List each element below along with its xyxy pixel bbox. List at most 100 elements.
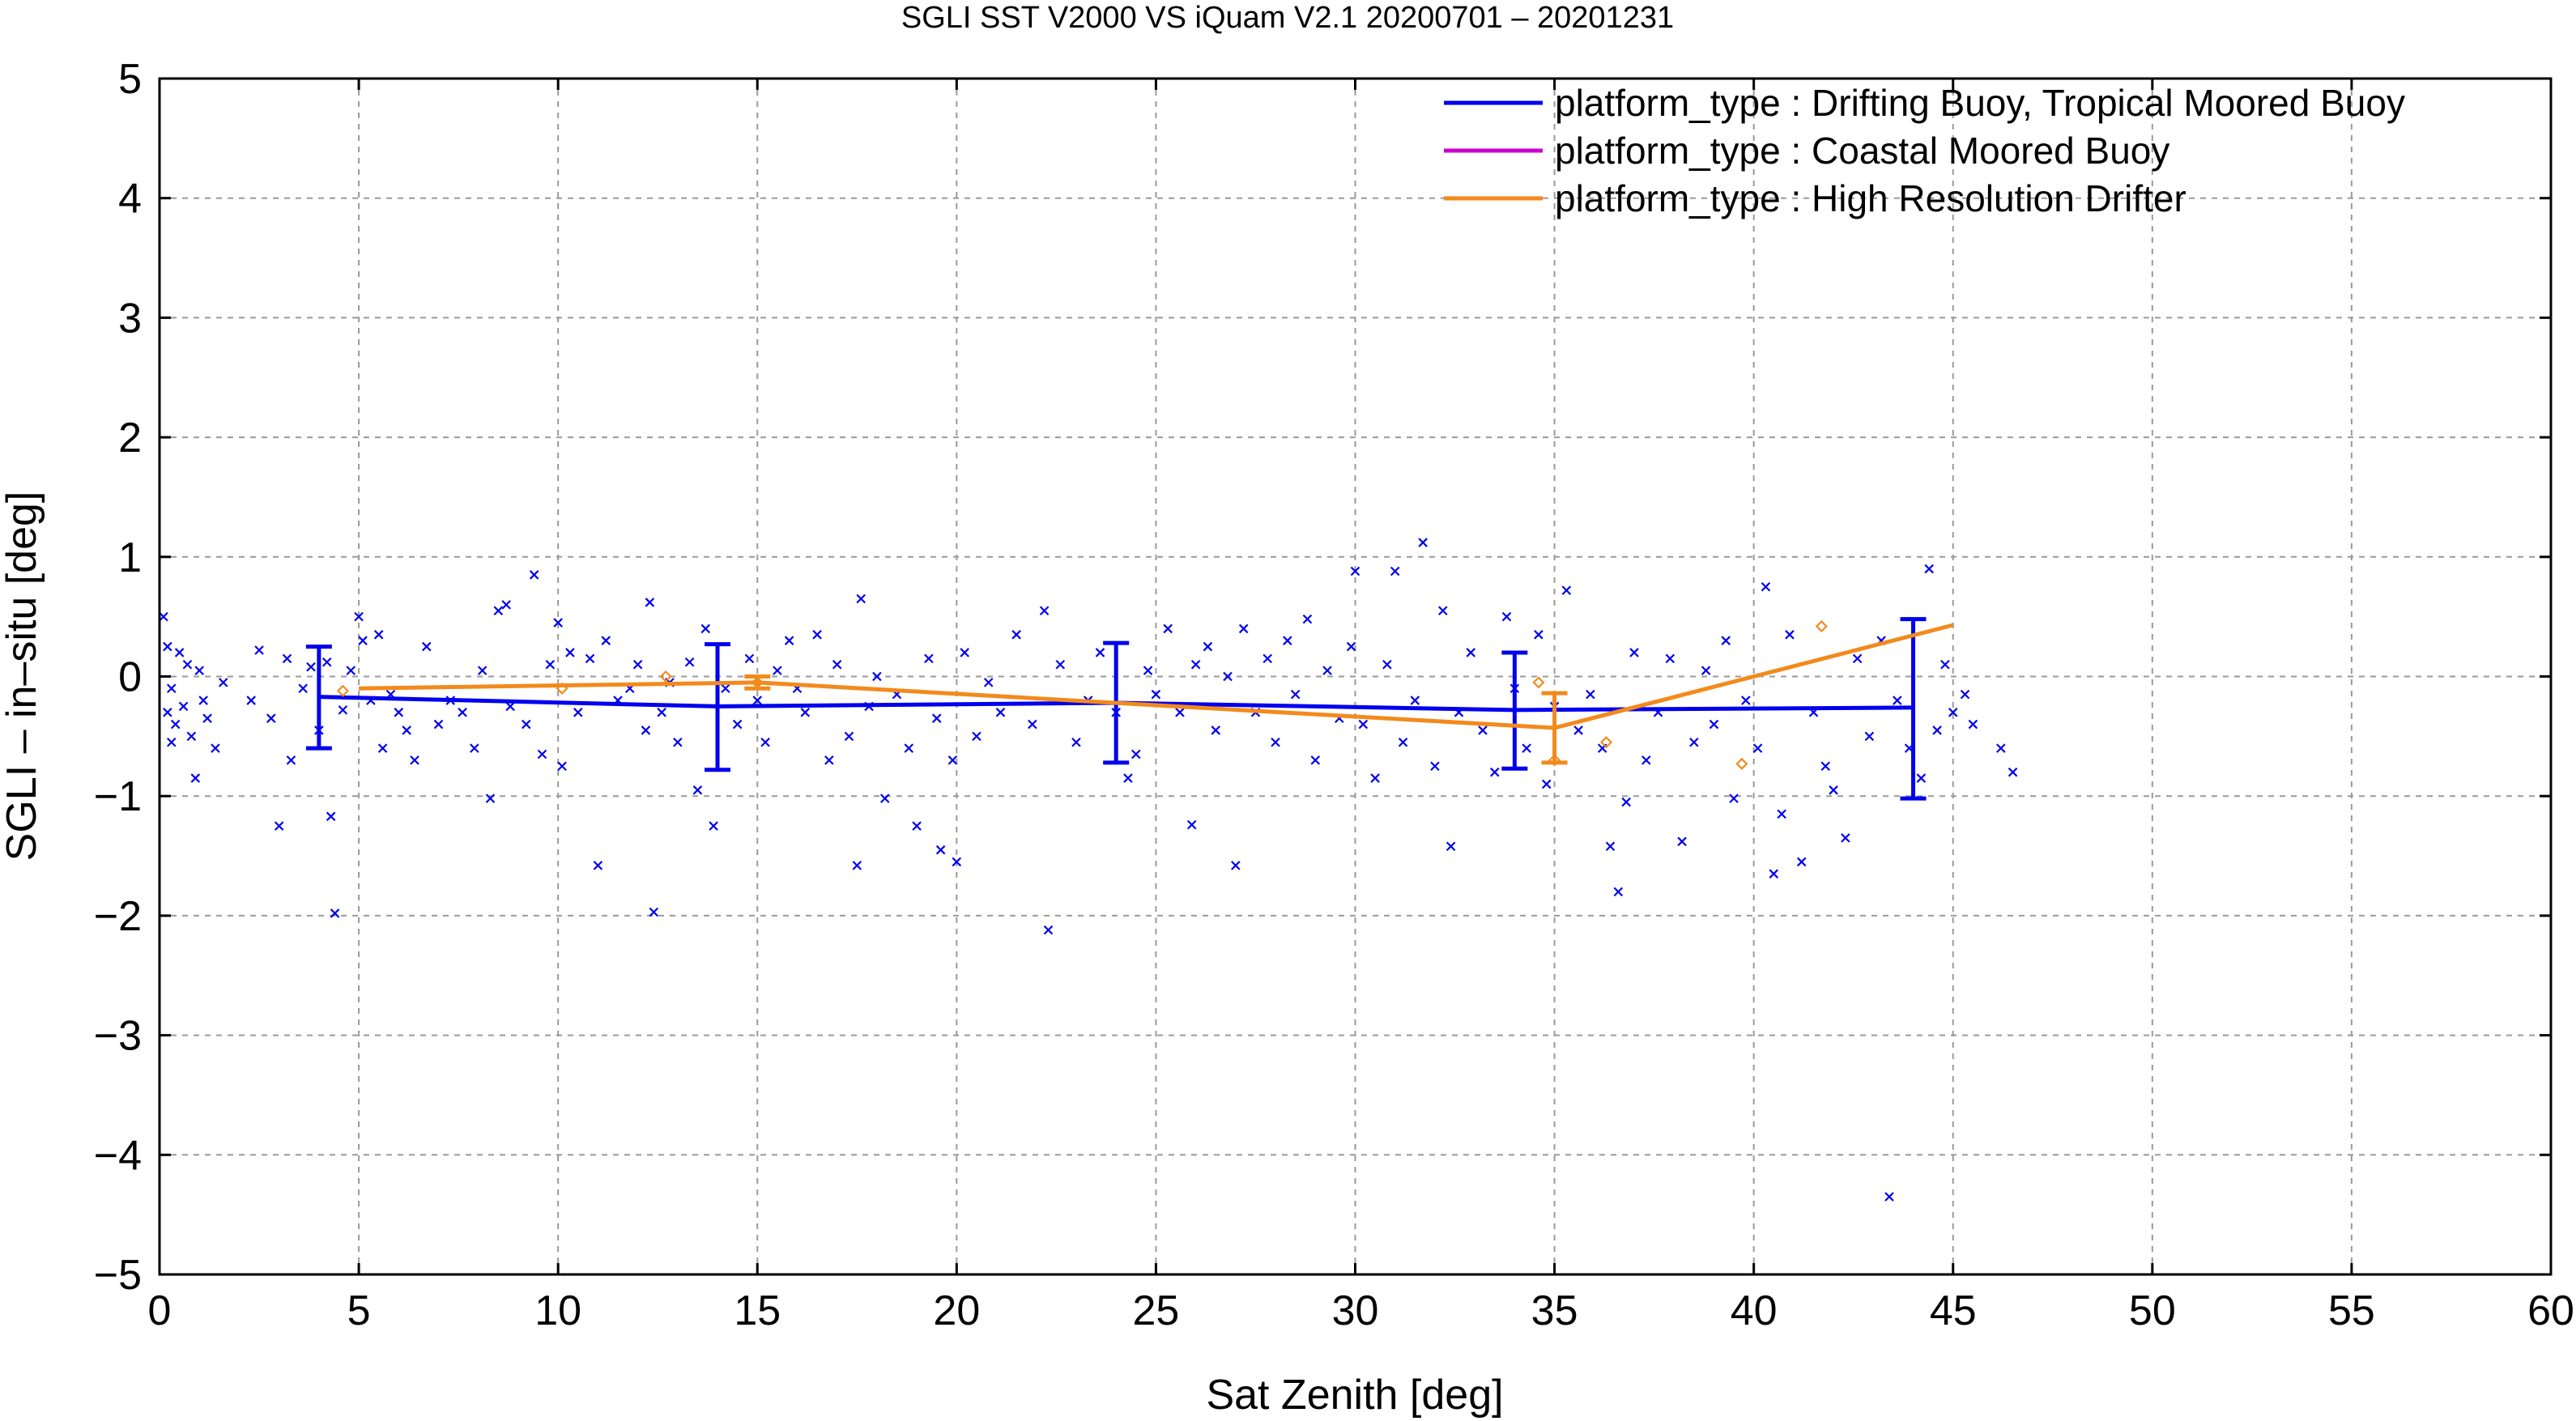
data-point bbox=[1829, 785, 1838, 795]
data-point bbox=[1123, 773, 1133, 783]
data-point bbox=[1438, 606, 1448, 616]
data-point bbox=[557, 761, 567, 772]
data-point bbox=[1143, 666, 1153, 675]
data-point bbox=[1271, 737, 1280, 747]
data-point bbox=[166, 737, 177, 747]
data-point bbox=[852, 861, 862, 870]
error-bar bbox=[1541, 691, 1568, 765]
data-point bbox=[358, 636, 368, 645]
data-point bbox=[1186, 819, 1197, 830]
data-point bbox=[163, 641, 172, 652]
data-point bbox=[354, 611, 364, 622]
data-point bbox=[1043, 925, 1054, 935]
data-point bbox=[1573, 725, 1583, 735]
data-point bbox=[1478, 725, 1488, 735]
data-point bbox=[812, 630, 822, 640]
data-point bbox=[1501, 611, 1512, 622]
y-tick-label: −4 bbox=[94, 1132, 142, 1179]
data-point bbox=[1028, 719, 1037, 730]
data-point bbox=[1721, 636, 1731, 645]
data-point bbox=[477, 666, 488, 675]
data-point bbox=[174, 648, 185, 657]
chart-title: SGLI SST V2000 VS iQuam V2.1 20200701 – … bbox=[901, 1, 1674, 35]
data-point bbox=[194, 666, 204, 675]
data-point bbox=[266, 713, 276, 723]
data-point bbox=[1151, 689, 1161, 700]
data-point bbox=[1175, 708, 1185, 717]
data-point bbox=[1932, 725, 1942, 735]
data-point bbox=[1071, 737, 1081, 747]
data-point bbox=[1446, 841, 1456, 852]
y-tick-label: 5 bbox=[118, 56, 142, 103]
data-point bbox=[211, 743, 220, 753]
data-point bbox=[421, 641, 432, 652]
data-point bbox=[246, 696, 256, 705]
data-point bbox=[1641, 755, 1651, 765]
data-point bbox=[931, 713, 942, 723]
data-point bbox=[1055, 659, 1066, 670]
data-point bbox=[1322, 666, 1332, 675]
data-point bbox=[684, 657, 695, 667]
data-point bbox=[1310, 755, 1321, 765]
data-point bbox=[1924, 564, 1934, 574]
data-point bbox=[593, 861, 603, 870]
data-point bbox=[995, 708, 1006, 717]
data-point bbox=[1011, 630, 1021, 640]
data-point bbox=[198, 696, 208, 705]
data-point bbox=[1709, 719, 1719, 730]
y-tick-label: 0 bbox=[118, 654, 142, 701]
data-point bbox=[1548, 754, 1561, 767]
y-tick-label: −2 bbox=[94, 893, 142, 940]
x-tick-label: 0 bbox=[148, 1287, 172, 1334]
data-point bbox=[186, 731, 197, 742]
data-point bbox=[1302, 614, 1313, 624]
data-point bbox=[904, 743, 914, 753]
data-point bbox=[721, 683, 730, 694]
data-point bbox=[952, 857, 962, 867]
data-point bbox=[1398, 737, 1408, 747]
x-tick-label: 20 bbox=[933, 1287, 980, 1334]
data-point bbox=[1665, 653, 1675, 664]
data-point bbox=[1968, 719, 1978, 730]
data-point bbox=[1613, 887, 1624, 897]
legend-entry-label: platform_type : Drifting Buoy, Tropical … bbox=[1555, 82, 2405, 124]
y-tick-label: 1 bbox=[118, 534, 142, 581]
data-point bbox=[306, 662, 316, 672]
data-point bbox=[1190, 659, 1201, 670]
data-point bbox=[190, 773, 201, 783]
data-point bbox=[960, 648, 969, 657]
data-point bbox=[832, 659, 842, 670]
data-point bbox=[433, 719, 444, 730]
error-bar bbox=[744, 674, 771, 691]
data-point bbox=[844, 731, 854, 742]
error-bar bbox=[1501, 650, 1528, 771]
data-point bbox=[166, 683, 177, 694]
data-point bbox=[1852, 653, 1863, 664]
data-point bbox=[573, 708, 583, 717]
y-tick-label: −1 bbox=[94, 773, 142, 820]
data-point bbox=[346, 666, 356, 675]
data-point bbox=[1095, 648, 1105, 657]
data-point bbox=[1701, 666, 1711, 675]
data-point bbox=[1382, 659, 1392, 670]
data-point bbox=[773, 666, 782, 675]
data-point bbox=[505, 701, 515, 712]
x-tick-label: 5 bbox=[347, 1287, 371, 1334]
data-point bbox=[1761, 581, 1771, 592]
data-point bbox=[1916, 773, 1927, 783]
data-point bbox=[1532, 676, 1545, 689]
x-tick-label: 45 bbox=[1930, 1287, 1977, 1334]
y-axis-label: SGLI – in–situ [deg] bbox=[0, 491, 45, 862]
x-tick-label: 35 bbox=[1531, 1287, 1578, 1334]
data-point bbox=[1131, 749, 1141, 759]
data-point bbox=[601, 636, 611, 645]
data-point bbox=[732, 719, 743, 730]
data-point bbox=[373, 630, 384, 640]
y-tick-label: 3 bbox=[118, 295, 142, 342]
data-point bbox=[1211, 725, 1221, 735]
mean-line bbox=[359, 623, 1954, 730]
data-point bbox=[1769, 869, 1779, 879]
data-point bbox=[700, 623, 711, 634]
